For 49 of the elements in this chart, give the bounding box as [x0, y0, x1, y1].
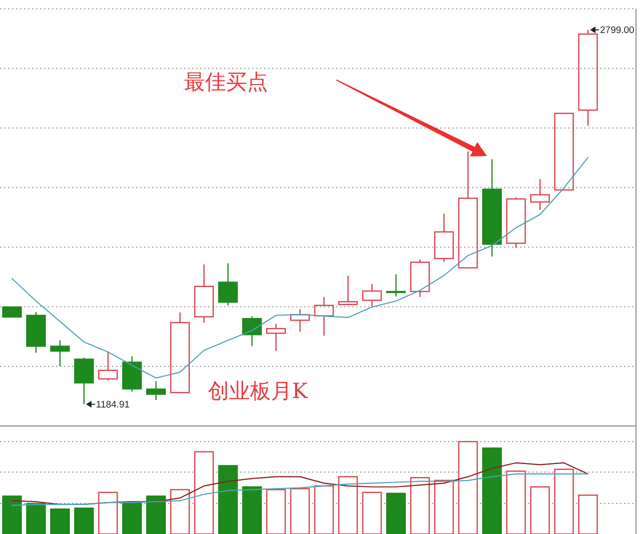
bar	[50, 508, 70, 534]
bar	[578, 494, 598, 534]
bar	[290, 488, 310, 534]
bar	[146, 496, 166, 534]
candlestick	[170, 312, 190, 394]
bar	[458, 441, 478, 534]
bar	[554, 468, 574, 534]
bar	[218, 465, 238, 534]
bar	[170, 489, 190, 534]
annotation: 最佳买点	[184, 70, 268, 94]
bar	[482, 447, 502, 534]
bar	[338, 476, 358, 534]
candlestick	[266, 323, 286, 352]
candlestick	[314, 296, 334, 336]
candlestick	[578, 29, 598, 126]
candlestick	[338, 275, 358, 306]
candlestick	[482, 158, 502, 258]
bar	[2, 496, 22, 534]
bar	[506, 470, 526, 534]
candlestick	[290, 308, 310, 332]
bar	[122, 502, 142, 534]
candlestick	[242, 316, 262, 347]
candlestick	[26, 312, 46, 354]
annotation: 1184.91	[96, 400, 130, 411]
candlestick	[194, 264, 214, 324]
candlestick	[146, 380, 166, 401]
candlestick	[50, 340, 70, 367]
bar	[242, 486, 262, 534]
candlestick	[530, 178, 550, 210]
bar	[386, 492, 406, 534]
bar	[74, 508, 94, 534]
candlestick	[434, 213, 454, 262]
candlestick	[362, 283, 382, 307]
text: 创业板月K	[208, 379, 308, 403]
bar	[362, 492, 382, 534]
candlestick	[98, 350, 118, 381]
bar	[314, 485, 334, 534]
bar	[434, 480, 454, 534]
bar	[530, 486, 550, 534]
candlestick	[386, 274, 406, 297]
bar	[410, 477, 430, 534]
candlestick	[74, 356, 94, 405]
annotation: 2799.00	[600, 25, 634, 36]
bar	[266, 489, 286, 534]
candlestick	[458, 150, 478, 268]
bar	[194, 451, 214, 534]
bar	[98, 492, 118, 534]
candlestick	[218, 262, 238, 306]
bar	[26, 502, 46, 534]
